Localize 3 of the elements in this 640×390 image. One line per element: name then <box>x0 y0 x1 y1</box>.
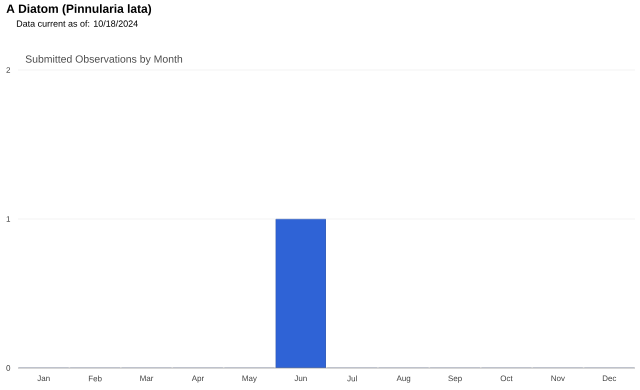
text: Submitted Observations by Month <box>26 55 182 65</box>
chart-subtitle: Data current as of: 10/18/2024 <box>16 20 138 27</box>
chart-title: A Diatom (Pinnularia lata) <box>6 4 152 16</box>
